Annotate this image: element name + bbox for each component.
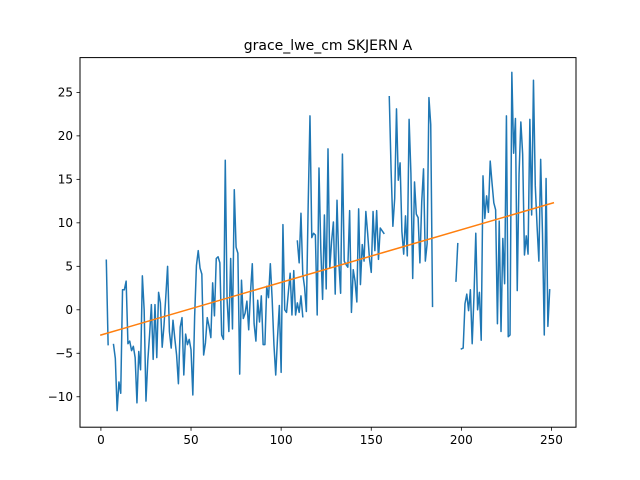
y-tick-label: 10 — [58, 216, 73, 230]
series-line-segment — [112, 159, 304, 412]
y-axis: −10 −5 0 5 10 15 20 25 — [48, 86, 80, 404]
x-tick-label: 150 — [360, 433, 383, 447]
series-line-segment — [455, 242, 459, 282]
chart-title: grace_lwe_cm SKJERN A — [244, 38, 413, 54]
x-tick-label: 0 — [97, 433, 105, 447]
y-tick-label: 15 — [58, 173, 73, 187]
x-tick-label: 250 — [540, 433, 563, 447]
y-tick-label: 0 — [65, 303, 73, 317]
plot-area — [79, 57, 577, 428]
x-axis: 0 50 100 150 200 250 — [97, 427, 563, 447]
y-tick-label: −10 — [48, 390, 73, 404]
x-tick-label: 50 — [183, 433, 198, 447]
series-layer — [99, 71, 555, 412]
y-tick-label: −5 — [55, 347, 73, 361]
axes-frame — [79, 57, 577, 428]
series-line-segment — [296, 115, 385, 316]
x-tick-label: 100 — [270, 433, 293, 447]
y-tick-label: 20 — [58, 129, 73, 143]
y-tick-label: 25 — [58, 86, 73, 100]
series-line-segment — [460, 71, 551, 350]
trend-line — [99, 201, 555, 336]
series-line-segment — [388, 95, 434, 308]
x-tick-label: 200 — [450, 433, 473, 447]
y-tick-label: 5 — [65, 260, 73, 274]
series-line-segment — [105, 259, 109, 346]
